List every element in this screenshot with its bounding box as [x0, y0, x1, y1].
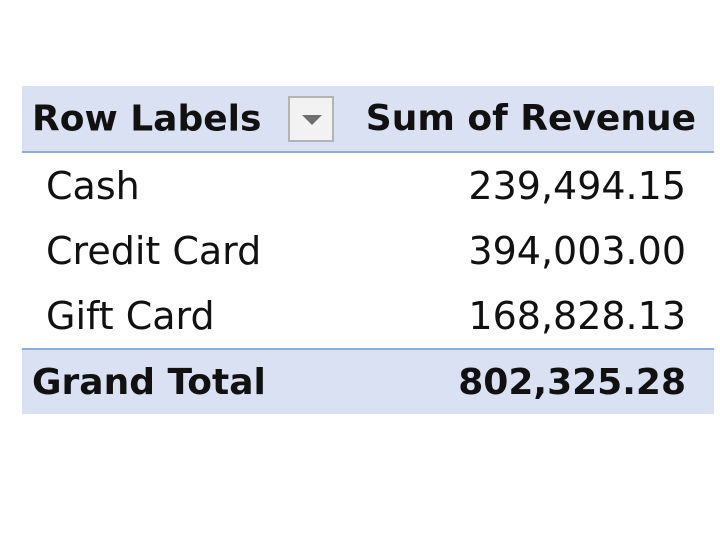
- grand-total-label[interactable]: Grand Total: [32, 361, 266, 403]
- sum-of-revenue-header[interactable]: Sum of Revenue: [365, 98, 696, 139]
- grand-total-value[interactable]: 802,325.28: [458, 361, 686, 403]
- dropdown-arrow-icon: [301, 114, 322, 125]
- row-label[interactable]: Credit Card: [46, 228, 262, 273]
- pivot-table: Row Labels Sum of Revenue Cash 239,494.1…: [22, 86, 714, 414]
- row-label[interactable]: Gift Card: [46, 293, 215, 338]
- row-labels-header[interactable]: Row Labels: [22, 86, 349, 152]
- table-row[interactable]: Credit Card 394,003.00: [22, 218, 714, 283]
- row-value[interactable]: 168,828.13: [468, 293, 686, 338]
- table-row[interactable]: Cash 239,494.15: [22, 152, 714, 218]
- row-value[interactable]: 239,494.15: [468, 163, 686, 208]
- row-labels-header-text: Row Labels: [32, 98, 262, 139]
- pivot-header-row: Row Labels Sum of Revenue: [22, 86, 714, 152]
- row-labels-filter-button[interactable]: [287, 95, 334, 142]
- grand-total-row[interactable]: Grand Total 802,325.28: [22, 349, 714, 414]
- row-label[interactable]: Cash: [46, 163, 140, 208]
- row-value[interactable]: 394,003.00: [468, 228, 686, 273]
- table-row[interactable]: Gift Card 168,828.13: [22, 283, 714, 349]
